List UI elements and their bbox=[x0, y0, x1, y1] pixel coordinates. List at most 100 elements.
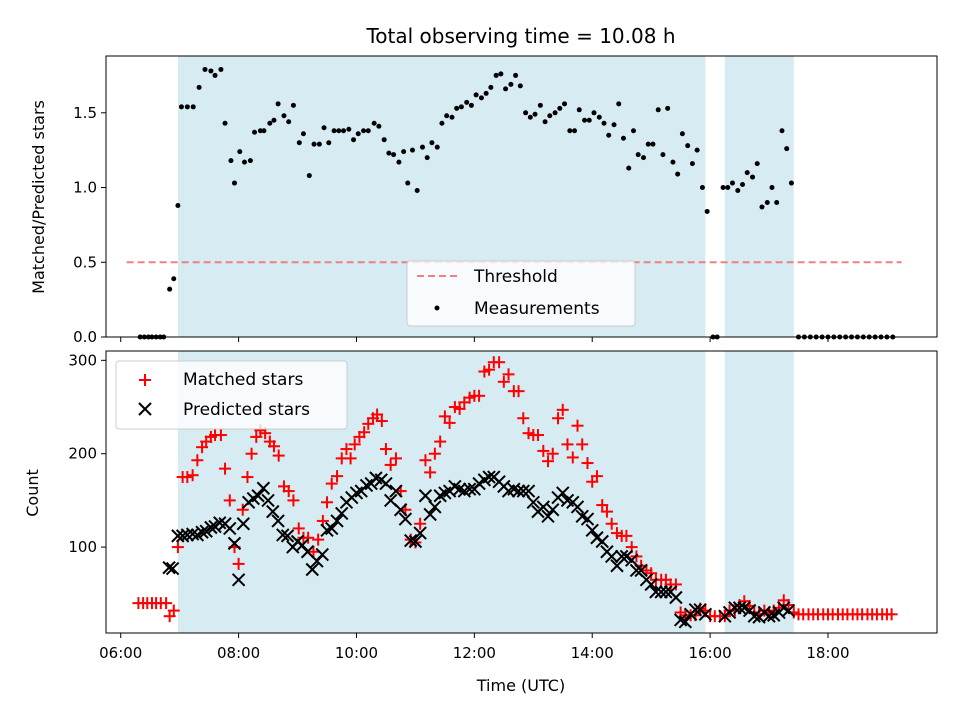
measurement-point bbox=[596, 114, 602, 120]
measurement-point bbox=[645, 141, 651, 147]
matched-star-point bbox=[561, 438, 574, 451]
matched-star-point bbox=[167, 604, 180, 617]
measurement-point bbox=[557, 105, 563, 111]
predicted-star-point bbox=[728, 601, 742, 615]
predicted-star-point bbox=[644, 577, 658, 592]
measurement-point bbox=[300, 131, 306, 137]
measurement-point bbox=[640, 155, 646, 161]
legend-measurements-swatch bbox=[434, 305, 440, 311]
matched-star-point bbox=[571, 419, 584, 432]
predicted-star-point bbox=[688, 602, 703, 617]
measurement-point bbox=[409, 147, 415, 153]
matched-star-point bbox=[552, 412, 565, 425]
matched-star-point bbox=[596, 499, 609, 512]
measurement-point bbox=[542, 119, 548, 125]
matched-star-point bbox=[546, 447, 559, 460]
matched-star-point bbox=[389, 452, 402, 465]
measurement-point bbox=[212, 72, 218, 78]
predicted-star-point bbox=[595, 534, 609, 549]
matched-star-point bbox=[576, 438, 589, 451]
measurement-point bbox=[679, 131, 685, 137]
top-legend: Threshold Measurements bbox=[406, 260, 636, 327]
measurement-point bbox=[222, 120, 228, 126]
measurement-point bbox=[591, 110, 597, 116]
top-y-axis-label: Matched/Predicted stars bbox=[29, 100, 48, 294]
matched-star-point bbox=[358, 426, 371, 439]
matched-star-point bbox=[517, 412, 530, 425]
measurement-point bbox=[381, 137, 387, 143]
bottom-legend-box bbox=[115, 360, 348, 430]
measurement-point bbox=[630, 128, 636, 134]
top-y-tick-label: 0.0 bbox=[73, 328, 97, 346]
measurement-point bbox=[376, 123, 382, 129]
matched-star-point bbox=[453, 402, 466, 415]
matched-star-point bbox=[414, 517, 427, 530]
top-axes-frame bbox=[105, 55, 938, 338]
measurement-point bbox=[616, 101, 622, 107]
predicted-star-point bbox=[389, 484, 403, 498]
measurement-point bbox=[341, 128, 347, 134]
predicted-star-point bbox=[408, 534, 423, 549]
matched-star-point bbox=[473, 389, 486, 402]
measurement-point bbox=[228, 158, 234, 164]
matched-star-point bbox=[302, 531, 315, 544]
measurement-point bbox=[336, 128, 342, 134]
predicted-star-point bbox=[546, 503, 560, 517]
measurement-point bbox=[735, 188, 741, 194]
measurement-point bbox=[386, 150, 392, 156]
predicted-star-point bbox=[330, 514, 344, 528]
x-tick-label: 16:00 bbox=[688, 644, 731, 662]
predicted-star-point bbox=[698, 607, 713, 622]
measurement-point bbox=[689, 161, 695, 167]
matched-star-point bbox=[160, 597, 173, 610]
measurement-point bbox=[464, 99, 470, 105]
matched-star-point bbox=[428, 447, 441, 460]
measurement-point bbox=[784, 146, 790, 152]
matched-star-point bbox=[384, 458, 397, 471]
predicted-star-points bbox=[162, 470, 796, 629]
predicted-star-point bbox=[526, 495, 540, 509]
predicted-star-point bbox=[413, 526, 427, 540]
measurement-point bbox=[458, 104, 464, 110]
legend-predicted-label: Predicted stars bbox=[183, 400, 310, 420]
bottom-legend: Matched stars Predicted stars bbox=[115, 360, 348, 430]
measurement-point bbox=[694, 147, 700, 153]
bottom-y-axis-label: Count bbox=[23, 469, 42, 517]
measurement-point bbox=[517, 83, 523, 89]
predicted-star-point bbox=[379, 476, 393, 491]
measurement-point bbox=[586, 117, 592, 123]
measurement-point bbox=[454, 105, 460, 111]
predicted-star-point bbox=[669, 590, 683, 605]
measurement-point bbox=[779, 128, 785, 134]
measurement-point bbox=[252, 129, 258, 135]
predicted-star-point bbox=[335, 506, 349, 521]
measurement-point bbox=[650, 141, 656, 147]
predicted-star-point bbox=[165, 561, 180, 576]
measurement-point bbox=[635, 152, 641, 158]
matched-star-point bbox=[219, 462, 232, 475]
matched-star-point bbox=[191, 454, 204, 467]
predicted-star-point bbox=[256, 481, 271, 495]
measurement-point bbox=[190, 104, 196, 110]
measurement-point bbox=[473, 92, 479, 98]
matched-star-point bbox=[272, 449, 285, 462]
x-tick-label: 06:00 bbox=[99, 644, 142, 662]
x-tick-label: 14:00 bbox=[571, 644, 614, 662]
matched-star-point bbox=[566, 451, 579, 464]
measurement-point bbox=[449, 114, 455, 120]
measurement-point bbox=[547, 113, 553, 119]
measurement-point bbox=[296, 140, 302, 146]
measurement-point bbox=[523, 110, 529, 116]
predicted-star-point bbox=[423, 507, 437, 522]
measurement-point bbox=[371, 120, 377, 126]
predicted-star-point bbox=[732, 601, 747, 615]
measurement-point bbox=[729, 180, 735, 186]
bottom-y-tick-label: 100 bbox=[68, 538, 97, 556]
predicted-star-point bbox=[271, 514, 285, 528]
bottom-axes-frame bbox=[105, 350, 938, 634]
measurement-point bbox=[626, 165, 632, 171]
matched-star-point bbox=[250, 430, 263, 443]
measurement-point bbox=[483, 90, 489, 96]
matched-star-point bbox=[620, 529, 633, 542]
measurement-point bbox=[478, 95, 484, 101]
